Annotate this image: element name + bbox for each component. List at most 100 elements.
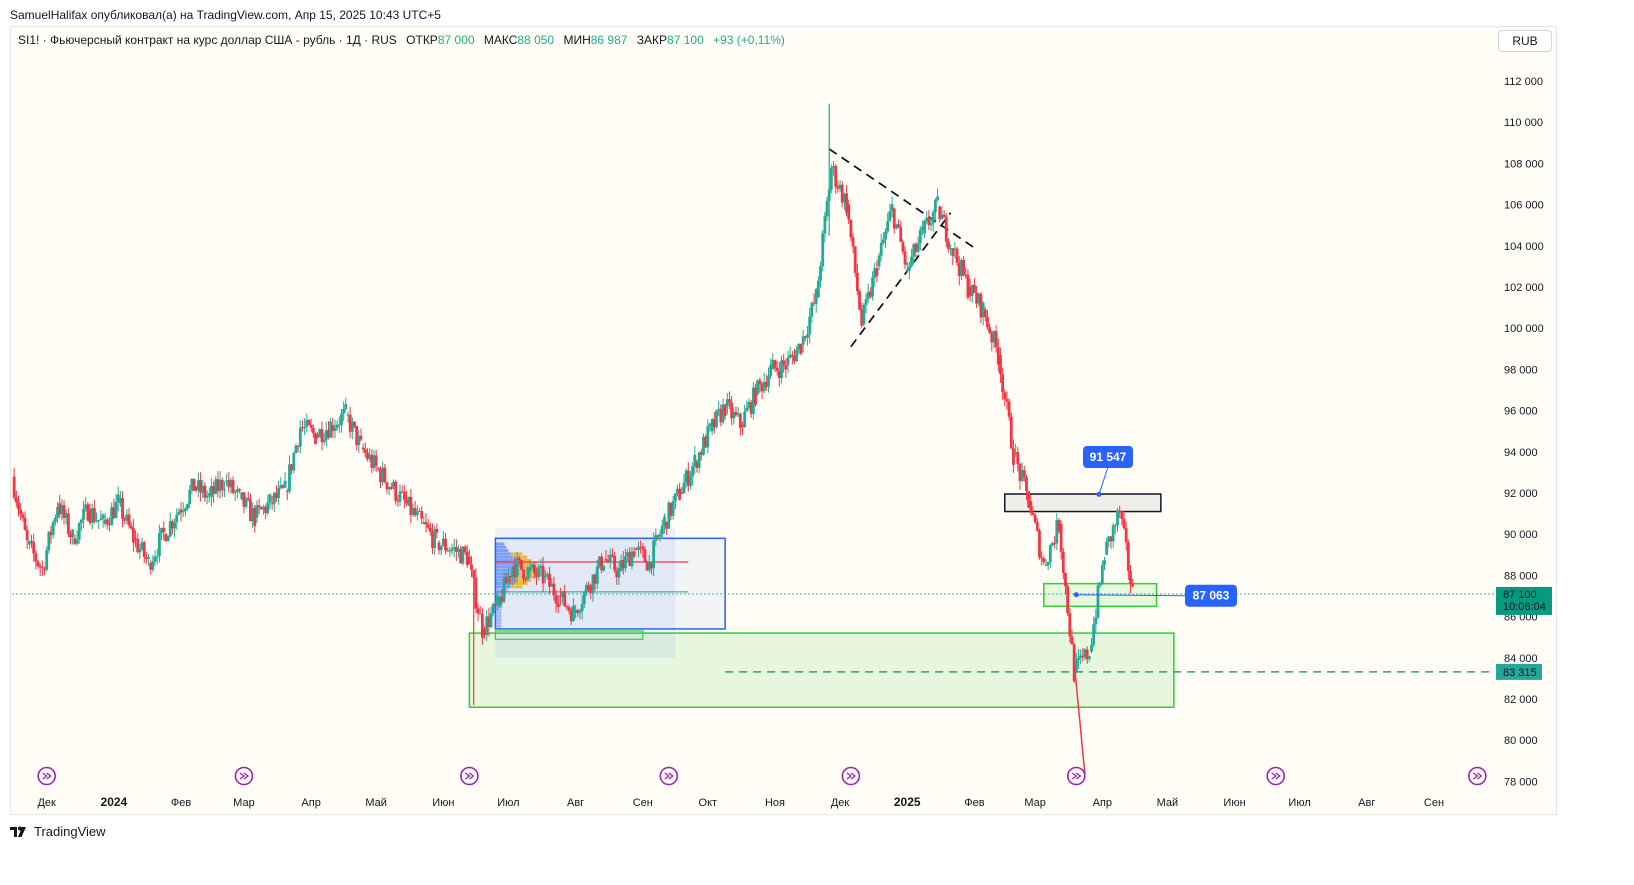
event-marker-icon [1468, 766, 1487, 786]
y-tick-label: 94 000 [1504, 447, 1538, 459]
candle [942, 214, 946, 218]
candle [647, 561, 651, 571]
candle [329, 421, 333, 438]
candle [587, 584, 590, 591]
candle [1077, 657, 1080, 661]
chart-pane[interactable] [10, 26, 1557, 815]
x-tick-label: Сен [633, 797, 653, 809]
candle [487, 616, 491, 628]
candle [895, 224, 898, 229]
candle [728, 399, 731, 403]
candle [199, 480, 202, 493]
candle [53, 517, 57, 522]
candle [77, 522, 81, 540]
candle [485, 616, 489, 636]
candle [851, 237, 855, 247]
candle [764, 382, 768, 387]
candle [1025, 477, 1028, 492]
candle [936, 196, 939, 201]
volume-profile-bar [495, 614, 502, 618]
candle [795, 349, 799, 362]
candle [97, 520, 101, 522]
candle [21, 514, 25, 518]
candle [654, 535, 658, 541]
candle [201, 485, 205, 493]
candle [121, 498, 124, 520]
candle [996, 347, 1000, 365]
candle [604, 558, 608, 561]
candle [1124, 528, 1128, 543]
tradingview-logo[interactable]: TradingView [10, 824, 106, 839]
high-callout: 91 547 [1083, 446, 1133, 497]
candle [810, 302, 814, 317]
candle [788, 354, 792, 358]
y-tick-label: 106 000 [1504, 200, 1544, 212]
candle [342, 408, 346, 414]
candle [283, 480, 287, 488]
candle [420, 511, 424, 519]
candle [1003, 392, 1007, 400]
candle [530, 564, 534, 568]
volume-profile-bar [517, 575, 536, 579]
candle [218, 479, 222, 492]
y-tick-label: 90 000 [1504, 529, 1538, 541]
candle [160, 527, 163, 534]
candle [702, 436, 705, 455]
x-tick-label: Дек [831, 797, 850, 809]
candle [1035, 522, 1039, 531]
candle [845, 193, 848, 213]
candle [704, 436, 708, 448]
candle [673, 493, 677, 502]
x-tick-label: Окт [699, 797, 718, 809]
candle [372, 455, 376, 468]
candle [454, 547, 458, 552]
x-tick-label: Июл [497, 797, 519, 809]
candle [431, 531, 434, 548]
candle [691, 466, 695, 477]
volume-profile-bar [495, 542, 505, 546]
candle [12, 476, 16, 498]
last-price-tag [1496, 586, 1552, 615]
candle [181, 510, 185, 513]
candle [69, 533, 72, 538]
volume-profile-bar [495, 618, 502, 622]
candle [567, 607, 571, 611]
candle [92, 508, 96, 522]
candle [483, 628, 486, 636]
candle [437, 542, 441, 551]
candle [88, 509, 92, 523]
candle [452, 547, 456, 549]
candles [12, 103, 1135, 776]
candle [871, 277, 874, 297]
candle [931, 212, 935, 224]
candle [38, 565, 42, 568]
candle [491, 603, 495, 614]
candle [79, 519, 83, 523]
symbol-legend: SI1! · Фьючерсный контракт на курс долла… [18, 33, 785, 47]
candle [940, 214, 944, 220]
candle [114, 501, 118, 519]
candle [717, 408, 721, 411]
candle [860, 309, 864, 326]
candle [255, 505, 259, 518]
candle [285, 490, 289, 492]
candle [439, 545, 443, 551]
event-marker-icon [234, 766, 254, 786]
candle [624, 556, 627, 569]
candle [480, 613, 484, 638]
lower-trendline [850, 212, 952, 348]
candle [918, 229, 922, 244]
candle [658, 534, 662, 537]
currency-button[interactable]: RUB [1498, 30, 1552, 52]
x-tick-label: Июл [1288, 797, 1310, 809]
candle [585, 584, 588, 593]
callout-box [1083, 446, 1133, 468]
candle [210, 486, 213, 498]
candle [769, 364, 773, 376]
candle [25, 530, 29, 541]
volume-profile-bar [510, 552, 523, 556]
candle [977, 293, 981, 304]
change-value: +93 (+0,11%) [713, 33, 785, 47]
candle [511, 566, 515, 578]
